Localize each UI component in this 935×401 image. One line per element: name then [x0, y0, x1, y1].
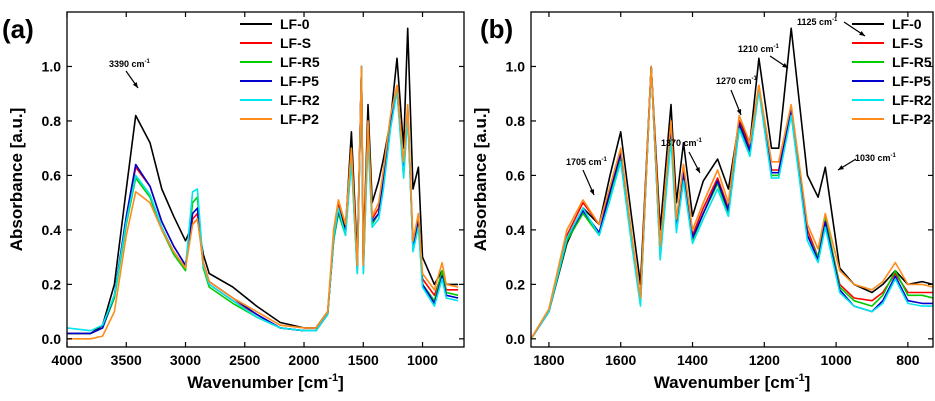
- x-axis-label-end: ]: [338, 373, 344, 392]
- legend-entry: LF-R5: [280, 54, 320, 70]
- x-tick-label: 2000: [288, 352, 319, 368]
- series-line-lf-p2: [67, 65, 459, 340]
- x-tick-label: 4000: [51, 352, 82, 368]
- legend-entry: LF-0: [892, 16, 922, 32]
- plot-frame: [530, 11, 934, 348]
- series-line-lf-r5: [531, 65, 933, 340]
- peak-annotation-sup: -1: [145, 59, 151, 65]
- chart-panel-a: 4000 3500 3000 2500 2000 1500 1000 0.0 0.2 0.4 0.6…: [2, 11, 465, 392]
- peak-annotation-main: 1030 cm: [855, 153, 891, 163]
- legend-entry: LF-P2: [892, 111, 931, 127]
- series-line-lf-p5: [531, 65, 933, 340]
- y-tick-label: 1.0: [42, 58, 62, 74]
- x-tick-label: 3000: [170, 352, 201, 368]
- legend-entry: LF-S: [892, 35, 923, 51]
- legend-entry: LF-R5: [892, 54, 932, 70]
- annotation-arrow-head: [589, 189, 594, 195]
- x-axis-label-end: ]: [805, 373, 811, 392]
- legend: LF-0 LF-S LF-R5 LF-P5 LF-R2 LF-P2: [852, 16, 932, 127]
- panel-label: (a): [2, 14, 34, 44]
- annotation-arrow-head: [132, 82, 138, 88]
- series-line-lf-r2: [531, 65, 933, 340]
- annotation-arrow-head: [695, 167, 700, 173]
- peak-annotation-sup: -1: [891, 153, 897, 159]
- series-line-lf-p2: [531, 65, 933, 340]
- y-tick-label: 0.0: [506, 331, 526, 347]
- x-axis-label-main: Wavenumber [cm: [187, 373, 328, 392]
- x-tick-label: 1500: [348, 352, 379, 368]
- annotation-arrow-head: [782, 63, 788, 68]
- peak-annotation-sup: -1: [752, 76, 758, 82]
- panel-label: (b): [480, 14, 513, 44]
- series-line-lf-0: [531, 27, 933, 340]
- x-tick-label: 800: [896, 352, 920, 368]
- peak-annotation-main: 1125 cm: [797, 17, 832, 27]
- peak-annotation-main: 1370 cm: [661, 138, 697, 148]
- peak-annotation: 1370 cm-1: [661, 138, 703, 148]
- y-tick-label: 0.8: [42, 113, 62, 129]
- x-axis-label: Wavenumber [cm-1]: [187, 372, 344, 392]
- x-tick-label: 1400: [677, 352, 708, 368]
- y-axis-label: Absorbance [a.u.]: [471, 108, 490, 252]
- y-tick-label: 0.4: [42, 222, 62, 238]
- peak-annotation: 3390 cm-1: [109, 59, 151, 69]
- y-tick-label: 0.0: [42, 331, 62, 347]
- legend-entry: LF-0: [280, 16, 310, 32]
- x-axis-label-sup: -1: [795, 372, 805, 384]
- y-tick-label: 0.8: [506, 113, 526, 129]
- series-group: [67, 27, 459, 340]
- x-axis-label: Wavenumber [cm-1]: [654, 372, 811, 392]
- y-tick-label: 0.6: [42, 167, 62, 183]
- y-tick-label: 0.2: [506, 276, 526, 292]
- legend-entry: LF-R2: [892, 92, 932, 108]
- peak-annotation-main: 3390 cm: [109, 59, 145, 69]
- y-tick-label: 0.2: [42, 276, 62, 292]
- y-tick-label: 0.6: [506, 167, 526, 183]
- legend-entry: LF-S: [280, 35, 311, 51]
- x-tick-label: 1800: [533, 352, 564, 368]
- x-tick-label: 1000: [821, 352, 852, 368]
- y-axis-label: Absorbance [a.u.]: [7, 108, 26, 252]
- peak-annotation: 1705 cm-1: [566, 157, 608, 167]
- legend-entry: LF-P5: [892, 73, 931, 89]
- chart-panel-b: 1800 1600 1400 1200 1000 800 0.0 0.2 0.4 0.6 0.8 1.…: [471, 11, 934, 392]
- peak-annotation-sup: -1: [832, 17, 838, 23]
- peak-annotation-main: 1705 cm: [566, 157, 602, 167]
- peak-annotation-main: 1210 cm: [738, 44, 774, 54]
- legend-entry: LF-P2: [280, 111, 319, 127]
- annotation-arrow-head: [838, 165, 844, 170]
- x-axis-label-main: Wavenumber [cm: [654, 373, 795, 392]
- series-group: [531, 27, 933, 340]
- series-line-lf-0: [67, 27, 459, 335]
- legend-entry: LF-P5: [280, 73, 319, 89]
- legend-entry: LF-R2: [280, 92, 320, 108]
- peak-annotation-sup: -1: [774, 44, 780, 50]
- legend: LF-0 LF-S LF-R5 LF-P5 LF-R2 LF-P2: [240, 16, 320, 127]
- y-tick-label: 1.0: [506, 58, 526, 74]
- annotation-arrow-head: [736, 109, 742, 115]
- series-line-lf-s: [531, 65, 933, 340]
- peak-annotation: 1270 cm-1: [716, 76, 758, 86]
- plot-frame: [66, 11, 465, 348]
- y-tick-label: 0.4: [506, 222, 526, 238]
- peak-annotation-sup: -1: [602, 157, 608, 163]
- x-tick-label: 1200: [749, 352, 780, 368]
- peak-annotation: 1125 cm-1: [797, 17, 838, 27]
- peak-annotation-main: 1270 cm: [716, 76, 752, 86]
- annotation-arrow-head: [859, 31, 865, 36]
- x-tick-label: 1000: [407, 352, 438, 368]
- x-tick-label: 1600: [605, 352, 636, 368]
- x-axis-label-sup: -1: [328, 372, 338, 384]
- peak-annotation: 1030 cm-1: [855, 153, 897, 163]
- peak-annotation-sup: -1: [697, 138, 703, 144]
- peak-annotation: 1210 cm-1: [738, 44, 780, 54]
- x-tick-label: 3500: [111, 352, 142, 368]
- x-tick-label: 2500: [229, 352, 260, 368]
